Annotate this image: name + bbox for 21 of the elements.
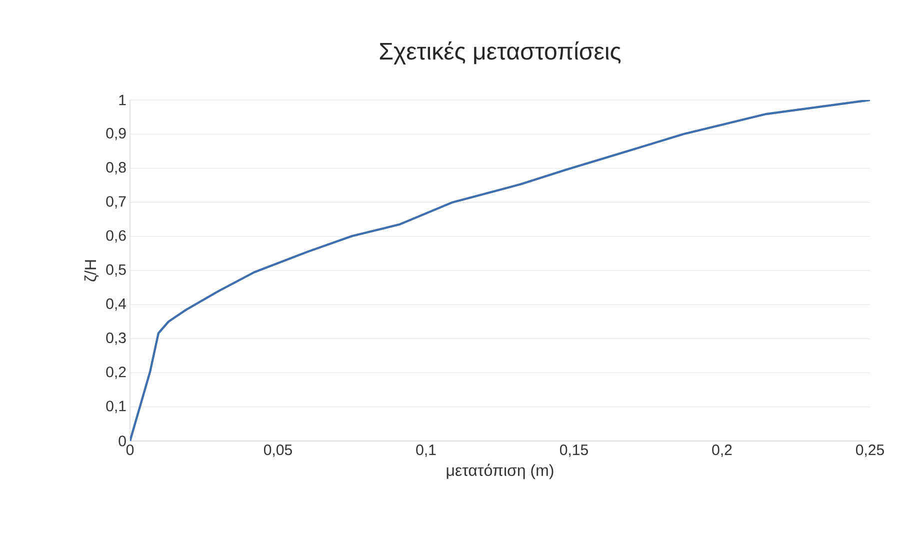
y-tick-label: 0 [118, 436, 126, 446]
y-tick-label: 0,2 [106, 366, 126, 379]
x-tick-label: 0,25 [856, 444, 884, 457]
y-tick-label: 0,9 [106, 128, 126, 140]
x-tick-label: 0 [126, 444, 134, 456]
y-tick-label: 0,4 [106, 298, 126, 311]
x-tick-label: 0,2 [712, 444, 732, 457]
x-tick-label: 0,05 [264, 444, 292, 457]
x-tick-label: 0,1 [416, 444, 436, 457]
line-series [130, 100, 870, 441]
x-tick-label: 0,15 [560, 444, 588, 457]
x-axis-title: μετατόπιση (m) [446, 464, 554, 480]
y-tick-label: 0,7 [106, 196, 126, 208]
chart-title: Σχετικές μεταστοπίσεις [380, 41, 621, 64]
y-tick-label: 1 [119, 94, 126, 106]
y-tick-label: 0,8 [106, 162, 126, 174]
y-tick-label: 0,3 [106, 332, 126, 345]
y-tick-label: 0,1 [106, 400, 126, 414]
y-tick-label: 0,5 [106, 264, 126, 277]
y-tick-label: 0,6 [106, 230, 126, 243]
y-axis-title: ζ/H [84, 260, 99, 282]
